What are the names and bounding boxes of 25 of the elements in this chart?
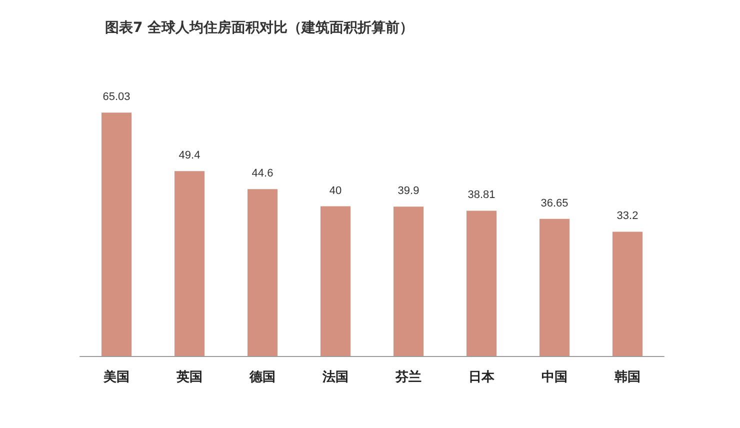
bar [466, 210, 496, 356]
bar [248, 189, 278, 356]
x-tick-label: 美国 [102, 369, 130, 384]
data-label: 49.4 [178, 150, 200, 162]
bar [394, 206, 424, 356]
bar [102, 112, 132, 356]
chart-title: 图表7 全球人均住房面积对比（建筑面积折算前） [105, 19, 414, 36]
data-label: 65.03 [102, 91, 130, 104]
bar [540, 218, 570, 356]
x-tick-label: 中国 [542, 369, 568, 384]
x-tick-label: 日本 [468, 369, 496, 384]
data-label: 39.9 [398, 185, 420, 198]
data-label: 44.6 [252, 168, 274, 180]
data-label: 36.65 [540, 197, 568, 210]
x-tick-label: 韩国 [614, 369, 640, 384]
data-label: 38.81 [468, 189, 496, 202]
x-tick-label: 英国 [176, 369, 202, 384]
data-label: 40 [329, 184, 342, 197]
bar [612, 232, 642, 356]
data-label: 33.2 [616, 210, 638, 222]
x-tick-label: 德国 [248, 369, 276, 384]
x-tick-label: 芬兰 [394, 369, 422, 384]
bar [320, 206, 350, 356]
x-tick-label: 法国 [322, 369, 348, 384]
bar [174, 171, 204, 356]
